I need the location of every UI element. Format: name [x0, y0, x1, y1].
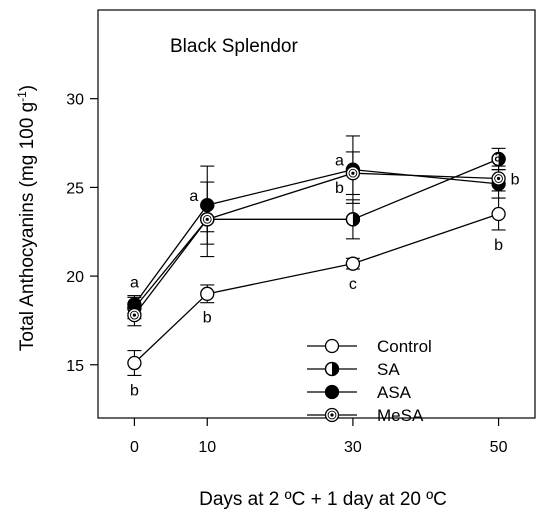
legend-label-sa: SA — [377, 360, 400, 379]
point-asa-10 — [200, 197, 215, 213]
legend-label-control: Control — [377, 337, 432, 356]
point-control-50 — [491, 206, 506, 222]
y-axis-label-main: Total Anthocyanins (mg 100 g — [17, 102, 38, 351]
series-line-asa — [133, 168, 499, 305]
series-line-control — [133, 213, 499, 364]
plot-frame — [97, 9, 536, 419]
point-mesa-10 — [200, 212, 215, 227]
sig-letter-control-30: c — [349, 276, 357, 293]
x-tick-label-10: 10 — [198, 439, 216, 456]
sig-letter-control-0: b — [130, 382, 139, 399]
chart-title: Black Splendor — [170, 36, 298, 57]
legend-item-mesa: MeSA — [307, 406, 424, 425]
y-tick-label-15: 15 — [66, 358, 84, 375]
x-axis-label: Days at 2 ºC + 1 day at 20 ºC — [199, 489, 447, 510]
y-axis-label: Total Anthocyanins (mg 100 g-1) — [15, 85, 38, 351]
legend-marker-sa — [324, 361, 340, 377]
x-tick-label-30: 30 — [344, 439, 362, 456]
legend-marker-mesa — [324, 407, 340, 423]
legend: Control SA ASA MeSA — [307, 337, 432, 425]
legend-item-control: Control — [307, 337, 432, 356]
sig-letter-asa-0: a — [130, 275, 139, 292]
legend-label-mesa: MeSA — [377, 406, 424, 425]
sig-letter-mesa-30: b — [335, 180, 344, 197]
y-axis-label-sup: -1 — [15, 91, 29, 102]
sig-letter-asa-50: a — [494, 149, 503, 166]
point-mesa-50 — [491, 171, 506, 186]
series-line-mesa — [133, 172, 499, 316]
legend-item-sa: SA — [307, 360, 400, 379]
point-control-30 — [345, 256, 361, 271]
point-sa-50 — [491, 151, 506, 167]
sig-letter-asa-10: a — [189, 188, 198, 205]
point-mesa-0 — [127, 307, 142, 323]
point-control-0 — [127, 355, 142, 371]
y-tick-label-30: 30 — [66, 92, 84, 109]
sig-letter-control-10: b — [203, 310, 212, 327]
x-tick-label-50: 50 — [490, 439, 508, 456]
legend-marker-asa — [324, 384, 340, 400]
x-tick-label-0: 0 — [130, 439, 139, 456]
legend-item-asa: ASA — [307, 383, 412, 402]
point-mesa-30 — [345, 166, 361, 181]
point-sa-30 — [345, 212, 361, 227]
ticks-layer: 0 10 30 50 15 20 25 30 — [66, 92, 507, 456]
legend-marker-control — [324, 338, 340, 354]
sig-letter-asa-30: a — [335, 153, 344, 170]
point-control-10 — [200, 286, 215, 301]
sig-letter-mesa-50: b — [511, 172, 520, 189]
series-layer — [127, 135, 506, 376]
legend-label-asa: ASA — [377, 383, 412, 402]
y-tick-label-25: 25 — [66, 180, 84, 197]
sig-letter-control-50: b — [494, 237, 503, 254]
series-line-sa — [133, 158, 499, 309]
y-axis-label-close: ) — [17, 85, 38, 91]
marker-layer — [127, 151, 506, 371]
y-tick-label-20: 20 — [66, 269, 84, 286]
